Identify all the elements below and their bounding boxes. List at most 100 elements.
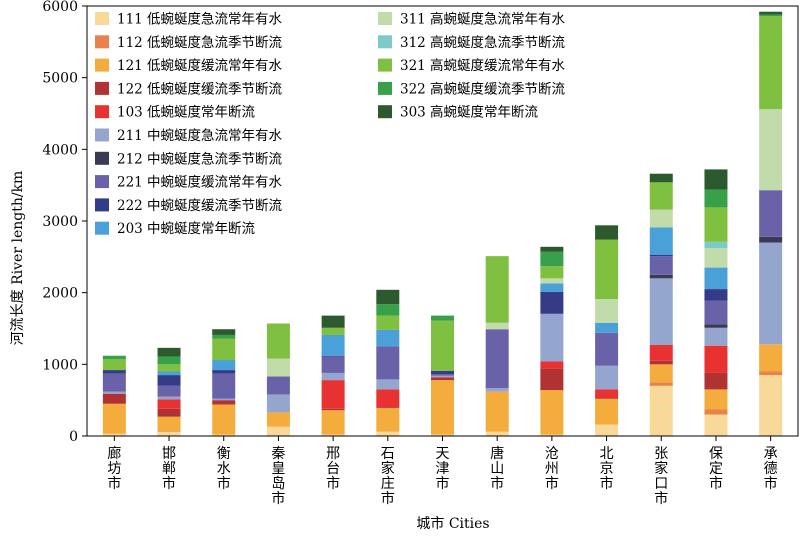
bar-segment-10-15	[595, 225, 619, 240]
bar-segment-1-1	[102, 433, 126, 436]
bar-segment-11-1	[649, 385, 673, 436]
x-tick-label: 秦皇岛市	[271, 446, 285, 507]
bar-segment-11-8	[649, 256, 673, 275]
bar-segment-5-8	[321, 356, 345, 373]
bar-segment-3-13	[212, 338, 236, 361]
bar-segment-1-6	[102, 391, 126, 394]
bar-segment-5-1	[321, 434, 345, 436]
bar-segment-2-4	[157, 408, 181, 417]
bar-segment-11-6	[649, 278, 673, 345]
bar-segment-9-3	[540, 390, 564, 435]
bar-segment-12-12	[704, 241, 728, 249]
legend-swatch	[378, 12, 392, 25]
bar-segment-6-8	[376, 346, 400, 380]
bar-segment-7-8	[431, 374, 454, 376]
bar-segment-9-1	[540, 434, 564, 436]
bar-segment-13-6	[759, 242, 783, 345]
bar-segment-8-1	[485, 431, 509, 436]
legend-label: 122 低蜿蜒度缓流季节断流	[117, 81, 283, 97]
bar-segment-8-3	[485, 391, 509, 432]
x-axis-title: 城市 Cities	[416, 515, 489, 532]
bar-segment-2-9	[157, 375, 181, 386]
bar-segment-4-3	[266, 412, 290, 427]
bar-segment-7-1	[431, 434, 454, 436]
x-tick-label: 承德市	[764, 446, 778, 492]
bar-segment-10-4	[595, 398, 619, 399]
bar-segment-12-8	[704, 300, 728, 325]
bar-segment-12-5	[704, 345, 728, 373]
y-tick-label: 3000	[42, 214, 78, 230]
bar-segment-7-9	[431, 370, 454, 375]
bar-segment-13-3	[759, 344, 783, 372]
legend-swatch	[95, 221, 109, 235]
bar-segment-12-15	[704, 169, 728, 190]
bar-segment-8-11	[485, 322, 509, 330]
bar-segment-4-11	[266, 358, 290, 377]
bar-segment-6-3	[376, 408, 400, 432]
bar-segment-13-15	[759, 11, 783, 15]
legend-swatch	[95, 12, 109, 25]
bar-segment-5-10	[321, 334, 345, 356]
bar-segment-11-13	[649, 182, 673, 210]
bar-segment-3-10	[212, 360, 236, 371]
bar-segment-11-3	[649, 364, 673, 383]
bar-segment-1-9	[102, 370, 126, 374]
bar-segment-1-3	[102, 403, 126, 434]
bar-segment-4-13	[266, 323, 290, 359]
legend-label: 103 低蜿蜒度常年断流	[117, 105, 256, 121]
bar-segment-12-9	[704, 289, 728, 301]
bar-segment-7-6	[431, 375, 454, 378]
bar-segment-11-4	[649, 360, 673, 365]
bar-segment-11-2	[649, 382, 673, 386]
legend-label: 121 低蜿蜒度缓流常年有水	[117, 58, 283, 74]
bar-segment-2-2	[157, 430, 181, 432]
bar-segment-11-9	[649, 254, 673, 257]
bar-segment-1-4	[102, 393, 126, 404]
bar-segment-12-3	[704, 389, 728, 410]
bar-segment-9-6	[540, 314, 564, 362]
bar-segment-9-13	[540, 266, 564, 279]
bar-segment-13-8	[759, 190, 783, 237]
bar-segment-10-11	[595, 299, 619, 323]
bar-segment-12-13	[704, 207, 728, 242]
x-tick-label: 邢台市	[326, 446, 340, 492]
bar-segment-8-13	[485, 256, 509, 323]
bar-segment-9-9	[540, 291, 564, 314]
x-tick-label: 石家庄市	[381, 446, 395, 507]
x-tick-label: 廊坊市	[107, 445, 121, 492]
bar-segment-11-11	[649, 209, 673, 228]
legend-label: 312 高蜿蜒度急流季节断流	[400, 34, 566, 51]
bar-segment-6-5	[376, 389, 400, 408]
bar-segment-3-14	[212, 334, 236, 339]
bar-segment-11-5	[649, 344, 673, 361]
x-tick-label: 天津市	[436, 446, 450, 492]
bar-segment-5-4	[321, 408, 345, 411]
bar-segment-7-14	[431, 315, 454, 321]
y-tick-label: 1000	[42, 357, 78, 373]
bar-segment-10-6	[595, 365, 619, 390]
x-tick-label: 张家口市	[654, 446, 668, 507]
bar-segment-2-14	[157, 356, 181, 365]
bar-segment-12-1	[704, 414, 728, 436]
bar-segment-13-2	[759, 371, 783, 376]
bar-segment-12-2	[704, 409, 728, 415]
bar-segment-6-6	[376, 379, 400, 390]
bar-segment-2-15	[157, 347, 181, 357]
bar-segment-2-5	[157, 399, 181, 409]
legend-swatch	[95, 105, 109, 119]
bar-segment-10-10	[595, 322, 619, 333]
y-tick-label: 5000	[42, 71, 78, 87]
bar-segment-4-6	[266, 394, 290, 413]
bar-segment-6-15	[376, 289, 400, 305]
bar-segment-13-7	[759, 236, 783, 243]
bar-segment-1-8	[102, 373, 126, 392]
bar-segment-5-6	[321, 372, 345, 381]
bar-segment-3-6	[212, 398, 236, 401]
bar-segment-10-5	[595, 389, 619, 399]
legend-label: 212 中蜿蜒度急流季节断流	[117, 151, 283, 167]
bar-segment-1-13	[102, 359, 126, 371]
legend-swatch	[378, 81, 392, 95]
bar-segment-4-8	[266, 376, 290, 395]
bar-segment-2-8	[157, 385, 181, 397]
